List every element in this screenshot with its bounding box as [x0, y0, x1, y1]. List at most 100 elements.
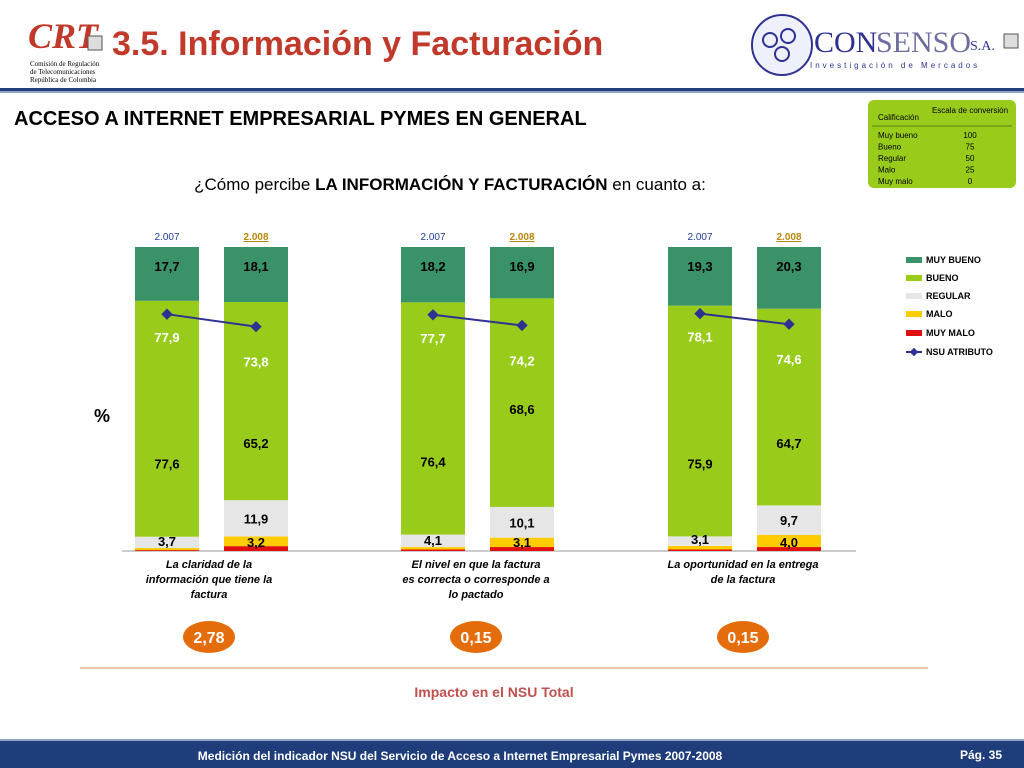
consenso-logo: CON SENSO S.A. Investigación de Mercados	[751, 14, 1019, 76]
data-label-muy-bueno: 17,7	[154, 259, 179, 274]
data-label-muy-bueno: 19,3	[687, 259, 712, 274]
legend-item-malo: MALO	[906, 307, 953, 321]
year-label: 2.008	[243, 232, 268, 243]
bar-segment-bueno	[224, 302, 288, 501]
bar-segment-muy-malo	[490, 547, 554, 551]
stacked-bar-chart: 2.007 17,7 77,6 3,7 77,9 2.008 18,1 65,2 11,9 3,2…	[122, 232, 856, 653]
data-label-muy-bueno: 16,9	[509, 259, 534, 274]
question-prefix: ¿Cómo percibe	[194, 175, 310, 194]
data-label-bueno: 68,6	[509, 402, 534, 417]
year-label: 2.007	[420, 232, 445, 243]
scale-table: Calificación Escala de conversión Muy bu…	[868, 100, 1016, 188]
legend-item-muy-malo: MUY MALO	[906, 326, 975, 340]
legend-swatch-malo	[906, 311, 922, 317]
scale-row-value: 100	[963, 131, 977, 140]
bar-segment-muy-malo	[668, 549, 732, 551]
nsu-value-label: 77,7	[420, 331, 445, 346]
bar-segment-malo	[135, 547, 199, 551]
bar-segment-malo	[757, 534, 821, 548]
bar-segment-bueno	[135, 300, 199, 537]
nsu-value-label: 78,1	[687, 330, 712, 345]
group-caption: lo pactado	[448, 589, 503, 601]
nsu-line	[432, 313, 523, 327]
consenso-globe-icon	[751, 14, 813, 76]
legend-label: REGULAR	[926, 291, 971, 301]
nsu-point	[783, 318, 795, 330]
legend-label: MUY BUENO	[926, 255, 981, 265]
footer-text: Medición del indicador NSU del Servicio …	[198, 749, 723, 763]
scale-row-label: Bueno	[878, 143, 902, 152]
nsu-point	[516, 319, 528, 332]
legend-item-nsu: NSU ATRIBUTO	[906, 345, 993, 359]
legend-label: NSU ATRIBUTO	[926, 347, 993, 357]
bar-segment-bueno	[668, 305, 732, 537]
scale-row-label: Muy malo	[878, 177, 913, 186]
group-caption: La claridad de la	[166, 559, 252, 571]
nsu-line	[166, 313, 257, 328]
data-label-regular: 4,1	[424, 533, 442, 548]
scale-header-col2-text: Escala de conversión	[932, 106, 1008, 115]
crt-logo-line-1: Comisión de Regulación	[30, 60, 100, 68]
data-label-muy-bueno: 18,1	[243, 259, 268, 274]
bar-segment-malo	[401, 547, 465, 550]
scale-row-value: 25	[966, 166, 975, 175]
data-label-regular: 3,7	[158, 534, 176, 549]
section-title: ACCESO A INTERNET EMPRESARIAL PYMES EN G…	[14, 108, 587, 130]
bar-segment-muy-malo	[401, 549, 465, 551]
impact-value: 2,78	[193, 630, 224, 647]
page-title: 3.5. Información y Facturación	[112, 25, 603, 63]
nsu-point	[694, 307, 706, 320]
page-number: Pág. 35	[960, 748, 1002, 762]
bar-segment-bueno	[757, 308, 821, 506]
nsu-point	[427, 309, 439, 321]
bar-segment-regular	[224, 500, 288, 537]
crt-logo: CRT Comisión de Regulación de Telecomuni…	[28, 16, 103, 84]
consenso-badge-icon	[1003, 33, 1019, 49]
bar-segment-malo	[668, 545, 732, 550]
bar-segment-regular	[490, 506, 554, 538]
legend-swatch-muy-malo	[906, 330, 922, 336]
footer-bar	[0, 741, 1024, 768]
scale-row-value: 75	[966, 143, 975, 152]
nsu-value-label: 73,8	[243, 355, 268, 370]
legend-item-muy-bueno: MUY BUENO	[906, 253, 981, 267]
nsu-line	[699, 312, 790, 326]
consenso-tagline: Investigación de Mercados	[810, 61, 980, 70]
consenso-suffix: S.A.	[970, 39, 995, 54]
data-label-regular: 3,1	[691, 532, 709, 547]
impact-badge	[450, 621, 502, 653]
group-caption: La oportunidad en la entrega	[668, 559, 819, 571]
data-label-bueno: 76,4	[420, 455, 446, 470]
bar-segment-muy-malo	[135, 550, 199, 551]
y-axis-label: %	[94, 406, 110, 426]
data-label-muy-bueno: 18,2	[420, 259, 445, 274]
data-label-regular: 9,7	[780, 513, 798, 528]
data-label-bueno: 75,9	[687, 456, 712, 471]
bar-segment-muy-malo	[757, 547, 821, 551]
legend-label: MALO	[926, 309, 953, 319]
crt-logo-icon	[87, 35, 103, 51]
legend-swatch-muy-bueno	[906, 257, 922, 263]
crt-logo-line-3: República de Colombia	[30, 76, 97, 84]
group-caption: El nivel en que la factura	[412, 559, 541, 571]
group-caption: de la factura	[711, 574, 776, 586]
header-rule	[0, 88, 1024, 91]
data-label-bueno: 64,7	[776, 436, 801, 451]
question: ¿Cómo percibe LA INFORMACIÓN Y FACTURACI…	[194, 175, 706, 194]
impact-value: 0,15	[727, 630, 758, 647]
scale-row-label: Regular	[878, 154, 906, 163]
year-label: 2.007	[687, 232, 712, 243]
bar-segment-muy-bueno	[224, 247, 288, 303]
legend-item-bueno: BUENO	[906, 271, 959, 285]
bar-segment-muy-bueno	[135, 247, 199, 301]
year-label: 2.008	[509, 232, 534, 243]
group-caption: es correcta o corresponde a	[402, 574, 549, 586]
scale-row-label: Muy bueno	[878, 131, 918, 140]
data-label-malo: 3,1	[513, 535, 531, 550]
year-label: 2.008	[776, 232, 801, 243]
legend-label: MUY MALO	[926, 328, 975, 338]
bar-segment-muy-malo	[224, 546, 288, 551]
crt-logo-line-2: de Telecomunicaciones	[30, 68, 96, 76]
data-label-regular: 11,9	[244, 511, 269, 526]
